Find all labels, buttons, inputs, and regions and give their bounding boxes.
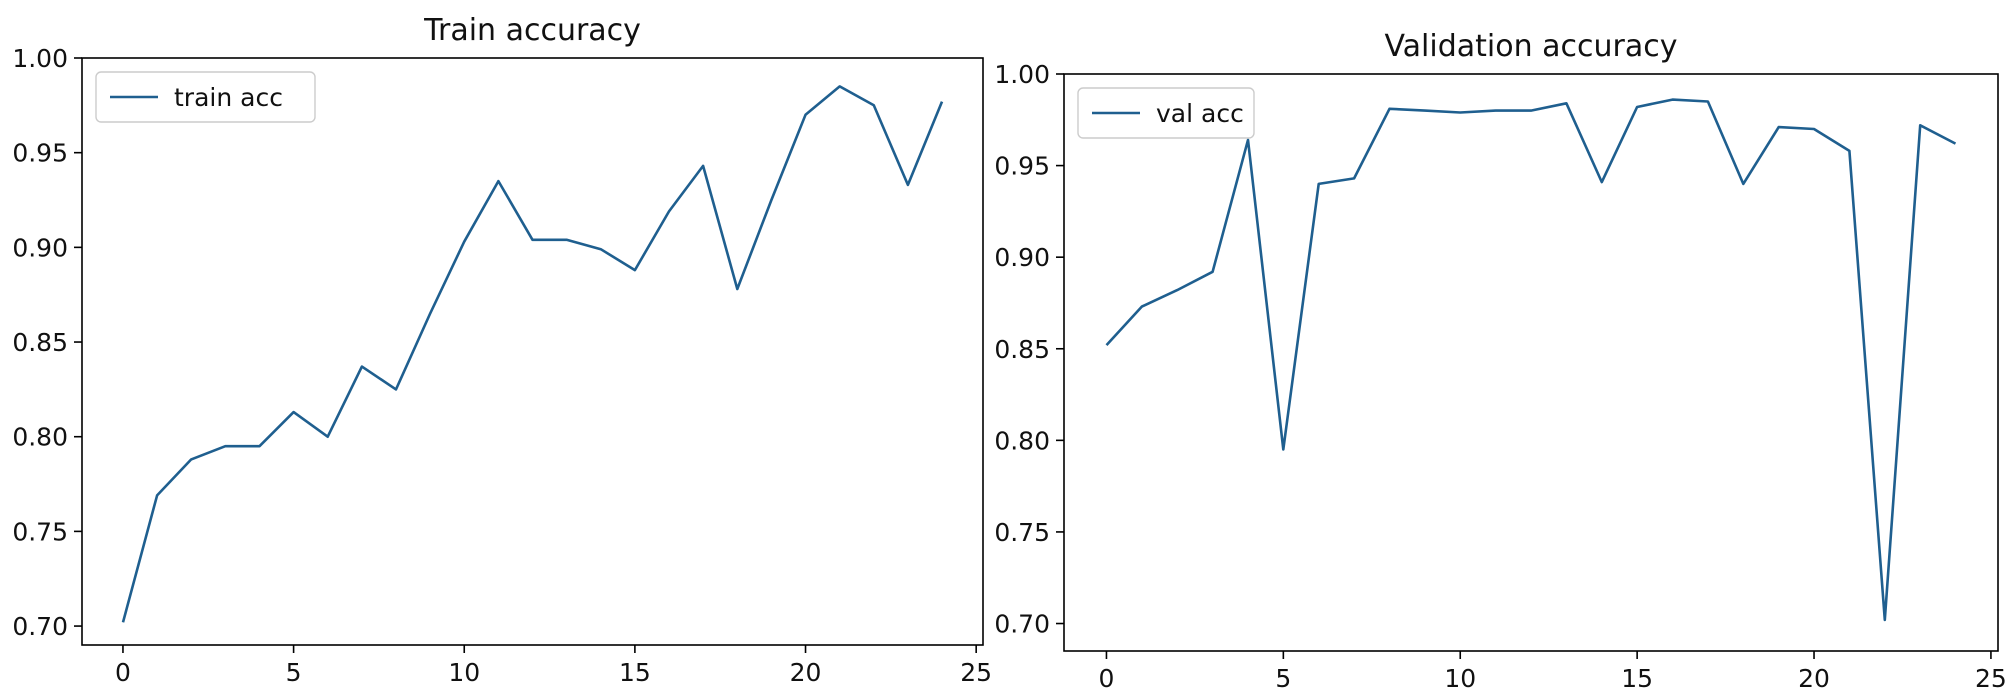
chart-2-x-tick-label: 25: [1975, 664, 2007, 693]
chart-2-x-tick-label: 0: [1099, 664, 1115, 693]
chart-1-axes-frame: [81, 57, 984, 646]
chart-2-x-tick-label: 15: [1621, 664, 1653, 693]
chart-2-y-tick-label: 0.85: [994, 335, 1050, 364]
chart-2-title: Validation accuracy: [1384, 29, 1677, 64]
chart-1-y-tick-label: 0.75: [12, 517, 68, 546]
chart-1-y-tick-label: 0.95: [12, 139, 68, 168]
chart-2-y-tick-label: 0.80: [994, 426, 1050, 455]
chart-1-y-tick-label: 0.90: [12, 233, 68, 262]
chart-2-y-tick-label: 0.95: [994, 152, 1050, 181]
chart-1-x-tick-label: 10: [448, 658, 480, 687]
chart-1-y-tick-label: 0.80: [12, 423, 68, 452]
chart-2-x-tick-label: 5: [1275, 664, 1291, 693]
chart-1-series-line-1: [121, 85, 944, 623]
chart-2-y-tick-label: 0.75: [994, 518, 1050, 547]
chart-1-legend-label: train acc: [174, 83, 283, 112]
chart-2-legend-box: [1077, 87, 1255, 139]
chart-2-y-tick-label: 1.00: [994, 60, 1050, 89]
chart-2-legend-label: val acc: [1156, 99, 1244, 128]
chart-1-x-tick-label: 15: [619, 658, 651, 687]
chart-1-legend-box: [95, 71, 316, 123]
chart-1-x-tick-label: 0: [115, 658, 131, 687]
chart-2-series-line-1: [1105, 98, 1957, 622]
chart-2-x-tick-label: 20: [1798, 664, 1830, 693]
chart-1-x-tick-label: 20: [790, 658, 822, 687]
chart-2-y-tick-label: 0.70: [994, 610, 1050, 639]
chart-1-y-tick-label: 0.85: [12, 328, 68, 357]
chart-1-y-tick-label: 1.00: [12, 44, 68, 73]
chart-2-x-tick-label: 10: [1444, 664, 1476, 693]
chart-1-title: Train accuracy: [423, 13, 641, 48]
chart-2-axes-frame: [1063, 73, 1999, 652]
chart-1-x-tick-label: 5: [286, 658, 302, 687]
chart-2-y-tick-label: 0.90: [994, 243, 1050, 272]
chart-1-x-tick-label: 25: [960, 658, 992, 687]
chart-1-y-tick-label: 0.70: [12, 612, 68, 641]
